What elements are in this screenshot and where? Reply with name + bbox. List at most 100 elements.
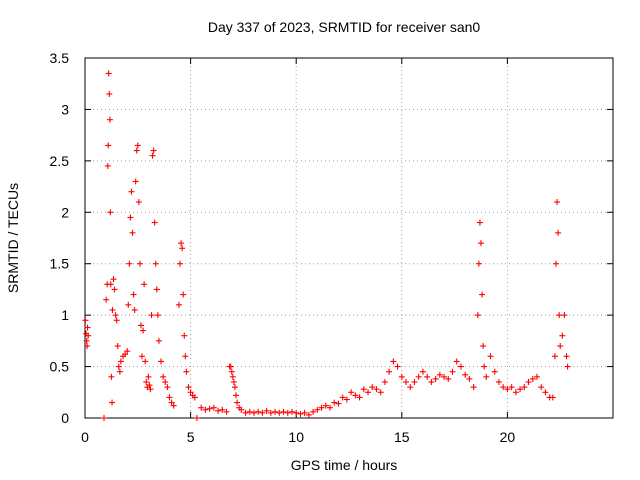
data-point-marker [231,384,238,391]
data-point-marker [223,408,230,415]
data-point-marker [335,400,342,407]
data-point-marker [154,312,161,319]
data-point-marker [259,409,266,416]
y-tick-label: 3 [61,101,69,117]
data-point-marker [331,399,338,406]
data-point-marker [182,353,189,360]
data-point-marker [377,389,384,396]
data-point-marker [398,373,405,380]
data-point-marker [301,409,308,416]
data-point-marker [150,147,157,154]
data-point-marker [403,379,410,385]
data-points [82,70,571,421]
y-tick-label: 1 [61,307,69,323]
data-point-marker [233,392,240,399]
x-tick-label: 5 [187,429,195,445]
data-point-marker [246,408,253,415]
data-point-marker [276,409,283,416]
data-point-marker [352,392,359,399]
data-point-marker [263,407,270,414]
data-point-marker [272,408,279,415]
data-point-marker [360,386,367,393]
data-point-marker [148,312,155,319]
data-point-marker [411,379,418,385]
data-point-marker [112,312,119,319]
data-point-marker [284,409,291,416]
x-tick-label: 10 [288,429,304,445]
data-point-marker [149,152,156,159]
data-point-marker [117,358,124,365]
tick-marks [84,57,613,419]
data-point-marker [111,286,118,293]
data-point-marker [373,386,380,393]
data-point-marker [476,219,483,226]
data-point-marker [428,379,435,385]
data-point-marker [480,343,487,349]
data-point-marker [198,404,205,411]
data-point-marker [227,363,234,370]
data-point-marker [424,373,431,380]
data-point-marker [136,260,143,267]
data-point-marker [500,384,507,391]
data-point-marker [250,409,257,416]
data-point-marker [542,389,549,396]
data-point-marker [556,312,563,319]
data-point-marker [106,91,113,97]
data-point-marker [563,353,570,360]
x-tick-label: 15 [394,429,410,445]
data-point-marker [564,363,571,370]
data-point-marker [116,368,123,375]
data-point-marker [457,363,464,370]
data-point-marker [555,229,562,236]
data-point-marker [103,296,110,303]
data-point-marker [559,332,566,339]
data-point-marker [126,260,133,267]
data-point-marker [491,368,498,375]
x-axis-label: GPS time / hours [291,457,398,473]
data-point-marker [180,291,187,298]
data-point-marker [529,375,536,382]
data-point-marker [470,384,477,391]
data-point-marker [170,402,177,409]
y-axis-label: SRMTID / TECUs [5,183,21,293]
data-point-marker [229,373,236,380]
data-point-marker [131,307,138,313]
data-point-marker [508,384,515,391]
x-tick-label: 20 [500,429,516,445]
data-point-marker [84,324,91,331]
data-point-marker [441,373,448,380]
data-point-marker [206,405,213,412]
data-point-marker [215,407,222,414]
data-point-marker [162,379,169,385]
data-point-marker [293,409,300,416]
data-point-marker [210,404,217,411]
data-point-marker [390,358,397,365]
data-point-marker [554,199,561,205]
data-point-marker [151,219,158,226]
data-point-marker [134,142,141,149]
data-point-marker [135,199,142,205]
data-point-marker [177,260,184,267]
data-point-marker [105,70,112,77]
data-point-marker [160,373,167,380]
data-point-marker [108,373,115,380]
data-point-marker [133,147,140,154]
data-point-marker [242,409,249,416]
data-point-marker [415,373,422,380]
data-point-marker [127,214,134,221]
data-point-marker [230,379,237,385]
data-point-marker [82,317,89,324]
data-point-marker [85,332,92,339]
data-point-marker [255,408,262,415]
data-point-marker [143,379,150,385]
data-point-marker [521,384,528,391]
data-point-marker [483,373,490,380]
data-point-marker [318,404,325,411]
data-point-marker [487,353,494,360]
data-point-marker [297,410,304,417]
data-point-marker [326,404,333,411]
data-point-marker [139,353,146,360]
data-point-marker [538,384,545,391]
data-point-marker [561,312,568,319]
